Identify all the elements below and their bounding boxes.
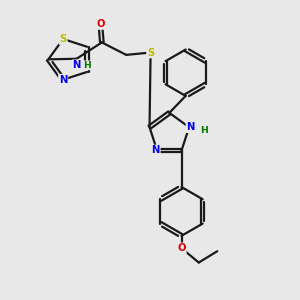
Text: N: N xyxy=(152,146,160,155)
Text: N: N xyxy=(186,122,195,132)
Text: N: N xyxy=(72,60,81,70)
Text: O: O xyxy=(177,243,186,253)
Text: O: O xyxy=(96,19,105,29)
Text: H: H xyxy=(200,126,208,135)
Text: N: N xyxy=(59,75,67,85)
Text: S: S xyxy=(59,34,67,44)
Text: S: S xyxy=(147,47,154,58)
Text: H: H xyxy=(83,61,91,70)
